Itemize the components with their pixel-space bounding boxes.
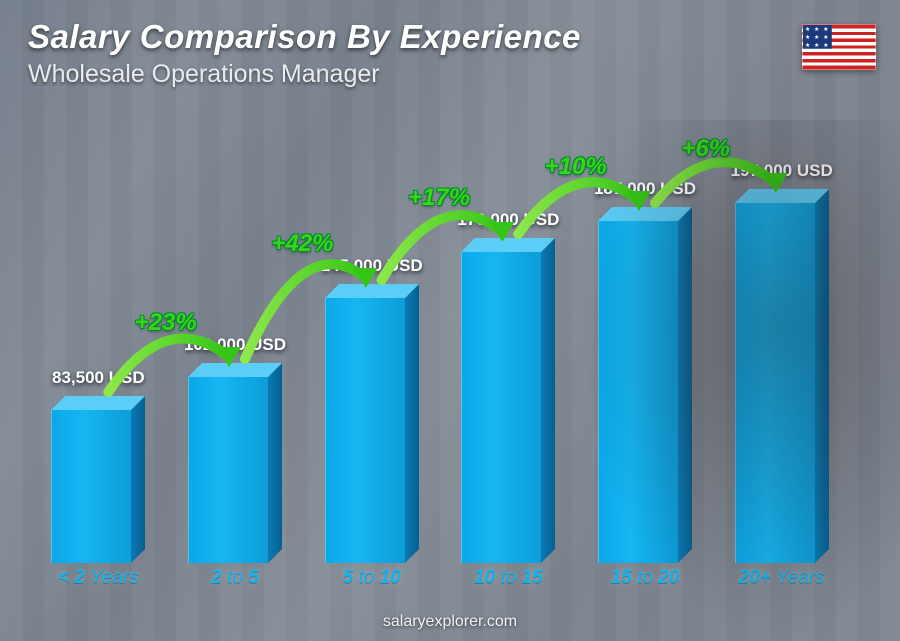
bar-top <box>735 189 829 203</box>
bar-side <box>678 207 692 563</box>
bar-slot: 197,000 USD <box>713 93 850 563</box>
bar-shadow <box>725 549 839 569</box>
x-axis-label: 5 to 10 <box>303 567 440 597</box>
y-axis-label: Average Yearly Salary <box>815 251 830 389</box>
bar-value-label: 197,000 USD <box>731 161 833 181</box>
bar <box>735 203 829 563</box>
x-axis-labels: < 2 Years2 to 55 to 1010 to 1515 to 2020… <box>30 567 850 597</box>
bar-chart: 83,500 USD102,000 USD145,000 USD170,000 … <box>30 77 850 597</box>
chart-title: Salary Comparison By Experience <box>28 18 581 56</box>
x-axis-label: 20+ Years <box>713 567 850 597</box>
bar-slot: 187,000 USD <box>577 93 714 563</box>
bars-container: 83,500 USD102,000 USD145,000 USD170,000 … <box>30 93 850 563</box>
bar-shadow <box>588 549 702 569</box>
bar-side <box>815 189 829 563</box>
pct-increase-label: +6% <box>681 135 730 163</box>
x-axis-label: 2 to 5 <box>167 567 304 597</box>
bar <box>598 221 692 563</box>
us-flag-icon <box>802 24 876 70</box>
footer-attribution: salaryexplorer.com <box>0 613 900 631</box>
bar-top <box>598 207 692 221</box>
infographic-stage: Salary Comparison By Experience Wholesal… <box>0 0 900 641</box>
increase-arrow-icon <box>30 93 850 563</box>
bar-front <box>598 221 678 563</box>
bar-front <box>735 203 815 563</box>
x-axis-label: < 2 Years <box>30 567 167 597</box>
bar-value-label: 187,000 USD <box>594 179 696 199</box>
x-axis-label: 15 to 20 <box>577 567 714 597</box>
x-axis-label: 10 to 15 <box>440 567 577 597</box>
